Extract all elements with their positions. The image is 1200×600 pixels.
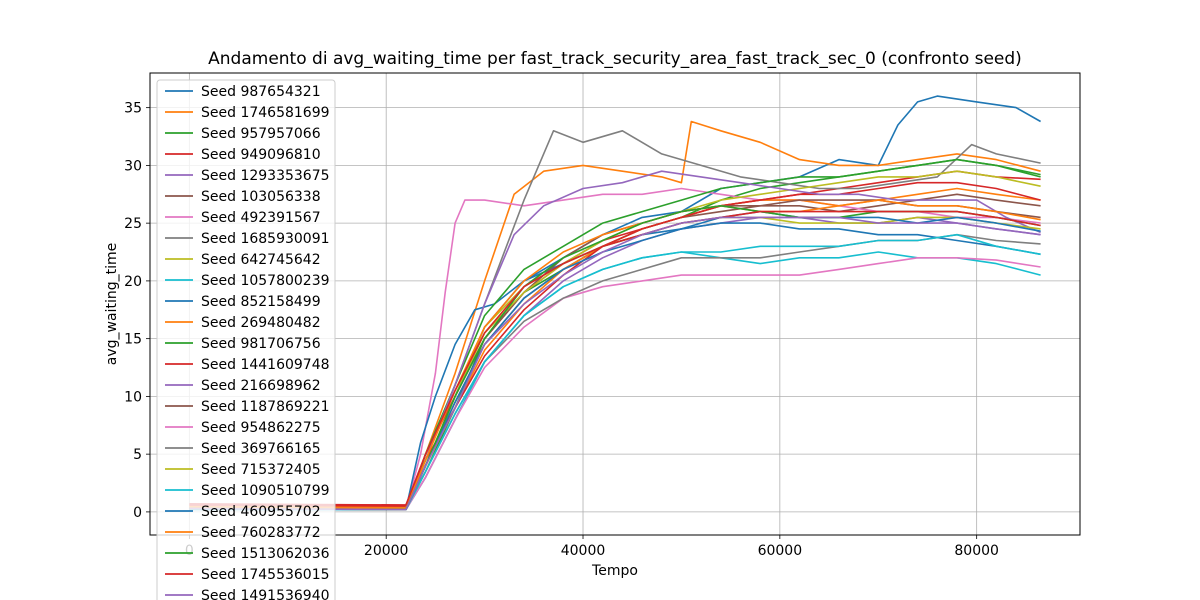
legend-label: Seed 981706756 bbox=[201, 336, 321, 352]
legend-label: Seed 1057800239 bbox=[201, 273, 330, 289]
y-tick-label: 35 bbox=[124, 101, 142, 117]
legend-label: Seed 957957066 bbox=[201, 126, 321, 142]
y-axis-label: avg_waiting_time bbox=[104, 243, 120, 365]
x-tick-label: 80000 bbox=[954, 543, 999, 559]
series-line bbox=[189, 233, 1041, 511]
y-axis-ticks: 0 5 10 15 20 25 30 35 bbox=[124, 101, 150, 521]
y-tick-label: 20 bbox=[124, 274, 142, 290]
legend-label: Seed 1187869221 bbox=[201, 399, 330, 415]
legend-label: Seed 642745642 bbox=[201, 252, 321, 268]
x-tick-label: 20000 bbox=[364, 543, 409, 559]
x-tick-label: 40000 bbox=[561, 543, 606, 559]
legend-label: Seed 460955702 bbox=[201, 504, 321, 520]
legend-label: Seed 103056338 bbox=[201, 189, 321, 205]
y-tick-label: 25 bbox=[124, 216, 142, 232]
y-tick-label: 30 bbox=[124, 158, 142, 174]
series-line bbox=[189, 256, 1041, 511]
axes-frame bbox=[149, 72, 1081, 536]
y-tick-label: 5 bbox=[133, 447, 142, 463]
legend-label: Seed 760283772 bbox=[201, 525, 321, 541]
x-tick-label: 60000 bbox=[758, 543, 803, 559]
x-axis-ticks: 020000400006000080000 bbox=[185, 535, 999, 559]
legend-label: Seed 954862275 bbox=[201, 420, 321, 436]
legend-label: Seed 1441609748 bbox=[201, 357, 330, 373]
y-tick-label: 10 bbox=[124, 389, 142, 405]
legend-box bbox=[156, 79, 336, 600]
series-line bbox=[189, 120, 1041, 509]
legend-label: Seed 949096810 bbox=[201, 147, 321, 163]
legend-label: Seed 1685930091 bbox=[201, 231, 330, 247]
legend-label: Seed 1746581699 bbox=[201, 105, 330, 121]
legend-label: Seed 216698962 bbox=[201, 378, 321, 394]
series-line bbox=[189, 216, 1041, 511]
legend-label: Seed 852158499 bbox=[201, 294, 321, 310]
legend-label: Seed 269480482 bbox=[201, 315, 321, 331]
legend-label: Seed 715372405 bbox=[201, 462, 321, 478]
series-line bbox=[189, 170, 1041, 511]
legend-label: Seed 1090510799 bbox=[201, 483, 330, 499]
legend: Seed 987654321 Seed 1746581699 Seed 957957… bbox=[156, 79, 336, 600]
legend-label: Seed 1491536940 bbox=[201, 588, 330, 600]
x-axis-label: Tempo bbox=[591, 563, 638, 579]
legend-label: Seed 492391567 bbox=[201, 210, 321, 226]
y-tick-label: 0 bbox=[133, 505, 142, 521]
legend-label: Seed 987654321 bbox=[201, 84, 321, 100]
y-tick-label: 15 bbox=[124, 332, 142, 348]
series-group bbox=[189, 95, 1041, 511]
legend-label: Seed 1513062036 bbox=[201, 546, 330, 562]
legend-label: Seed 1745536015 bbox=[201, 567, 330, 583]
chart-title: Andamento di avg_waiting_time per fast_t… bbox=[208, 49, 1022, 69]
legend-label: Seed 369766165 bbox=[201, 441, 321, 457]
legend-label: Seed 1293353675 bbox=[201, 168, 330, 184]
